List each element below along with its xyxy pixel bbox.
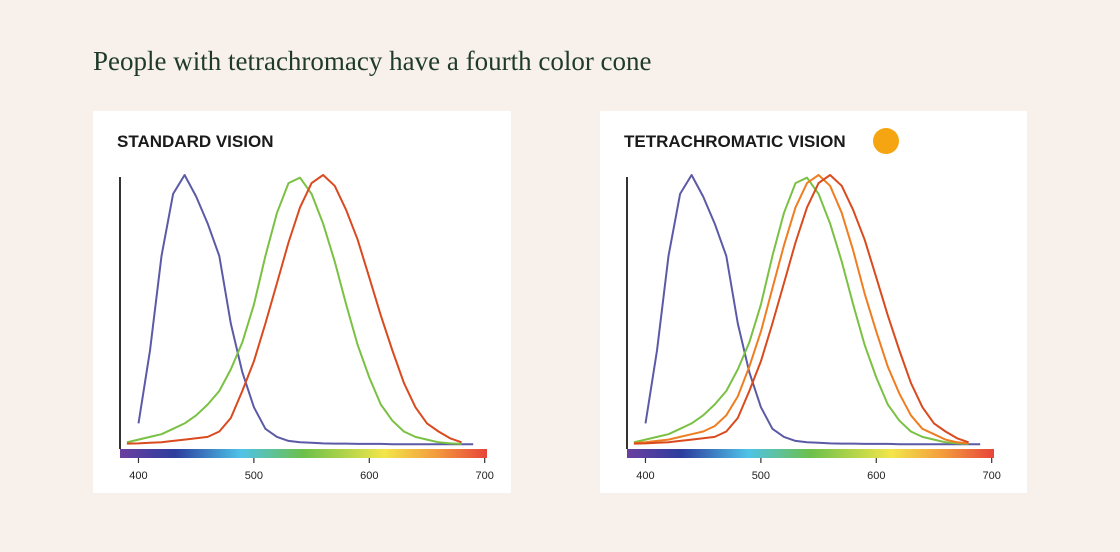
chart-title: TETRACHROMATIC VISION <box>624 132 846 151</box>
cone-curve <box>633 176 969 445</box>
fourth-cone-dot <box>873 128 899 154</box>
spectrum-bar <box>120 449 487 458</box>
page-title: People with tetrachromacy have a fourth … <box>93 46 652 76</box>
x-tick-label: 400 <box>129 470 147 482</box>
cone-curve <box>633 174 969 445</box>
x-tick-label: 400 <box>636 470 654 482</box>
panel <box>600 111 1027 493</box>
x-tick-label: 700 <box>983 470 1001 482</box>
cone-curve <box>126 174 462 445</box>
x-tick-label: 500 <box>752 470 770 482</box>
x-tick-label: 600 <box>360 470 378 482</box>
x-tick-label: 700 <box>476 470 494 482</box>
cone-curve <box>137 174 474 446</box>
cone-curve <box>126 176 462 445</box>
spectrum-bar <box>627 449 994 458</box>
x-tick-label: 500 <box>245 470 263 482</box>
chart-title: STANDARD VISION <box>117 132 273 151</box>
x-tick-label: 600 <box>867 470 885 482</box>
cone-curve <box>644 174 981 446</box>
panel <box>93 111 511 493</box>
cone-curve <box>633 174 969 445</box>
